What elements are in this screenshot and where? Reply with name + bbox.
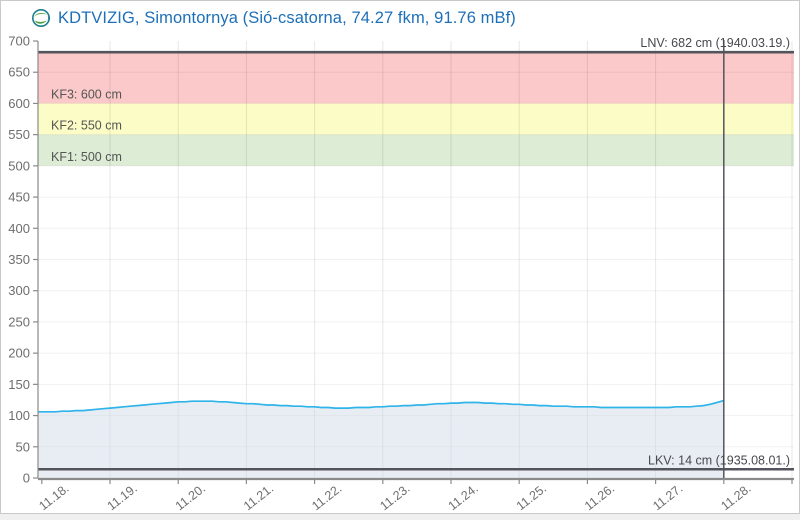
chart-header: KDTVIZIG, Simontornya (Sió-csatorna, 74.… bbox=[31, 8, 516, 28]
flood-band bbox=[38, 103, 794, 135]
x-tick-label: 11.21. bbox=[241, 481, 276, 513]
flood-band bbox=[38, 52, 794, 104]
flood-band bbox=[38, 134, 794, 166]
flood-band-label: KF1: 500 cm bbox=[51, 150, 122, 164]
y-tick-label: 100 bbox=[8, 408, 30, 423]
y-tick-label: 300 bbox=[8, 283, 30, 298]
x-tick-label: 11.28. bbox=[718, 481, 753, 513]
y-tick-label: 250 bbox=[8, 314, 30, 329]
y-tick-label: 700 bbox=[8, 34, 30, 49]
x-tick-label: 11.18. bbox=[36, 481, 71, 513]
y-tick-label: 400 bbox=[8, 221, 30, 236]
station-title[interactable]: KDTVIZIG, Simontornya (Sió-csatorna, 74.… bbox=[58, 8, 516, 27]
y-tick-label: 150 bbox=[8, 377, 30, 392]
y-tick-label: 650 bbox=[8, 65, 30, 80]
x-tick-label: 11.27. bbox=[650, 481, 685, 513]
y-tick-label: 0 bbox=[23, 471, 30, 486]
flood-band-label: KF2: 550 cm bbox=[51, 119, 122, 133]
vizugy-globe-icon-svg bbox=[32, 9, 50, 27]
y-tick-label: 200 bbox=[8, 346, 30, 361]
y-tick-label: 500 bbox=[8, 158, 30, 173]
x-tick-label: 11.23. bbox=[377, 481, 412, 513]
lkv-label: LKV: 14 cm (1935.08.01.) bbox=[648, 453, 790, 467]
x-tick-label: 11.24. bbox=[446, 481, 481, 513]
series-area bbox=[38, 400, 724, 478]
x-tick-label: 11.26. bbox=[582, 481, 617, 513]
y-tick-label: 550 bbox=[8, 127, 30, 142]
x-tick-label: 11.22. bbox=[309, 481, 344, 513]
series-line bbox=[38, 399, 725, 413]
y-tick-label: 50 bbox=[16, 439, 30, 454]
vizugy-globe-icon bbox=[31, 8, 51, 28]
flood-band-label: KF3: 600 cm bbox=[51, 87, 122, 101]
x-tick-label: 11.25. bbox=[514, 481, 549, 513]
y-tick-label: 450 bbox=[8, 190, 30, 205]
lnv-label: LNV: 682 cm (1940.03.19.) bbox=[640, 36, 790, 50]
y-tick-label: 600 bbox=[8, 96, 30, 111]
y-tick-label: 350 bbox=[8, 252, 30, 267]
x-tick-label: 11.19. bbox=[105, 481, 140, 513]
x-tick-label: 11.20. bbox=[173, 481, 208, 513]
